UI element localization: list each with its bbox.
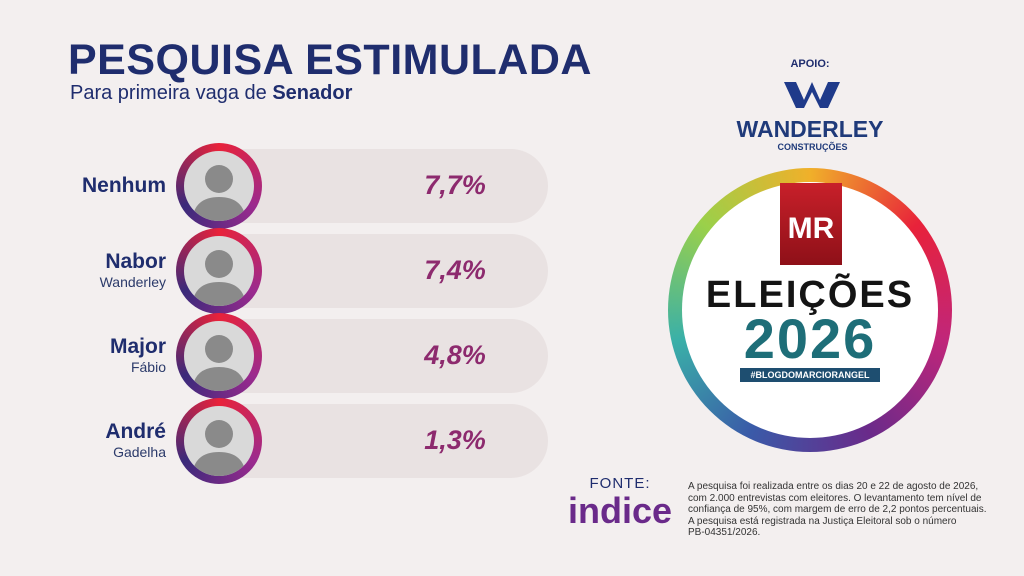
logo-line1: ELEIÇÕES (705, 274, 915, 316)
silhouette (192, 165, 246, 221)
logo-hashtag: #BLOGDOMARCIORANGEL (740, 368, 880, 382)
source-label: FONTE: (589, 475, 651, 492)
last-name: Gadelha (113, 444, 166, 460)
logo-initials: MR (780, 183, 842, 265)
result: 1,3% (424, 425, 486, 455)
note-line: A pesquisa está registrada na Justiça El… (688, 515, 957, 527)
result: 7,4% (424, 255, 486, 285)
candidate-name: Major Fábio (110, 335, 166, 375)
candidate-name: Nabor Wanderley (100, 250, 166, 290)
note-line: confiança de 95%, com margem de erro de … (688, 504, 987, 515)
note-line: PB-04351/2026. (688, 527, 761, 538)
logo-line2: 2026 (743, 307, 877, 370)
avatar (176, 143, 262, 229)
result: 7,7% (424, 170, 486, 200)
source-name: indice (567, 490, 673, 531)
last-name: Wanderley (99, 274, 166, 290)
result: 4,8% (424, 340, 486, 370)
note-line: A pesquisa foi realizada entre os dias 2… (688, 481, 979, 492)
photo (184, 321, 254, 391)
subtitle-text: Para primeira vaga de (70, 82, 267, 104)
photo (184, 406, 254, 476)
photo (184, 236, 254, 306)
first-name: Nenhum (82, 174, 166, 197)
silhouette (192, 420, 246, 476)
title: PESQUISA ESTIMULADA (68, 36, 592, 84)
first-name: André (105, 420, 166, 443)
sponsor-sub: CONSTRUÇÕES (777, 142, 848, 152)
photo (184, 151, 254, 221)
sponsor-icon (784, 82, 840, 108)
sponsor-label: APOIO: (790, 58, 830, 70)
sponsor-name: WANDERLEY (736, 116, 884, 142)
note: A pesquisa foi realizada entre os dias 2… (688, 481, 987, 539)
silhouette (192, 335, 246, 391)
candidate-name: André Gadelha (105, 420, 166, 460)
subtitle-bold: Senador (272, 82, 353, 104)
candidate-name: Nenhum (82, 174, 166, 198)
avatar (176, 313, 262, 399)
subtitle: Para primeira vaga de Senador (70, 82, 352, 105)
first-name: Nabor (105, 250, 166, 273)
first-name: Major (109, 335, 166, 358)
avatar (176, 398, 262, 484)
last-name: Fábio (130, 359, 166, 375)
avatar (176, 228, 262, 314)
note-line: com 2.000 entrevistas com eleitores. O l… (688, 492, 982, 504)
silhouette (192, 250, 246, 306)
